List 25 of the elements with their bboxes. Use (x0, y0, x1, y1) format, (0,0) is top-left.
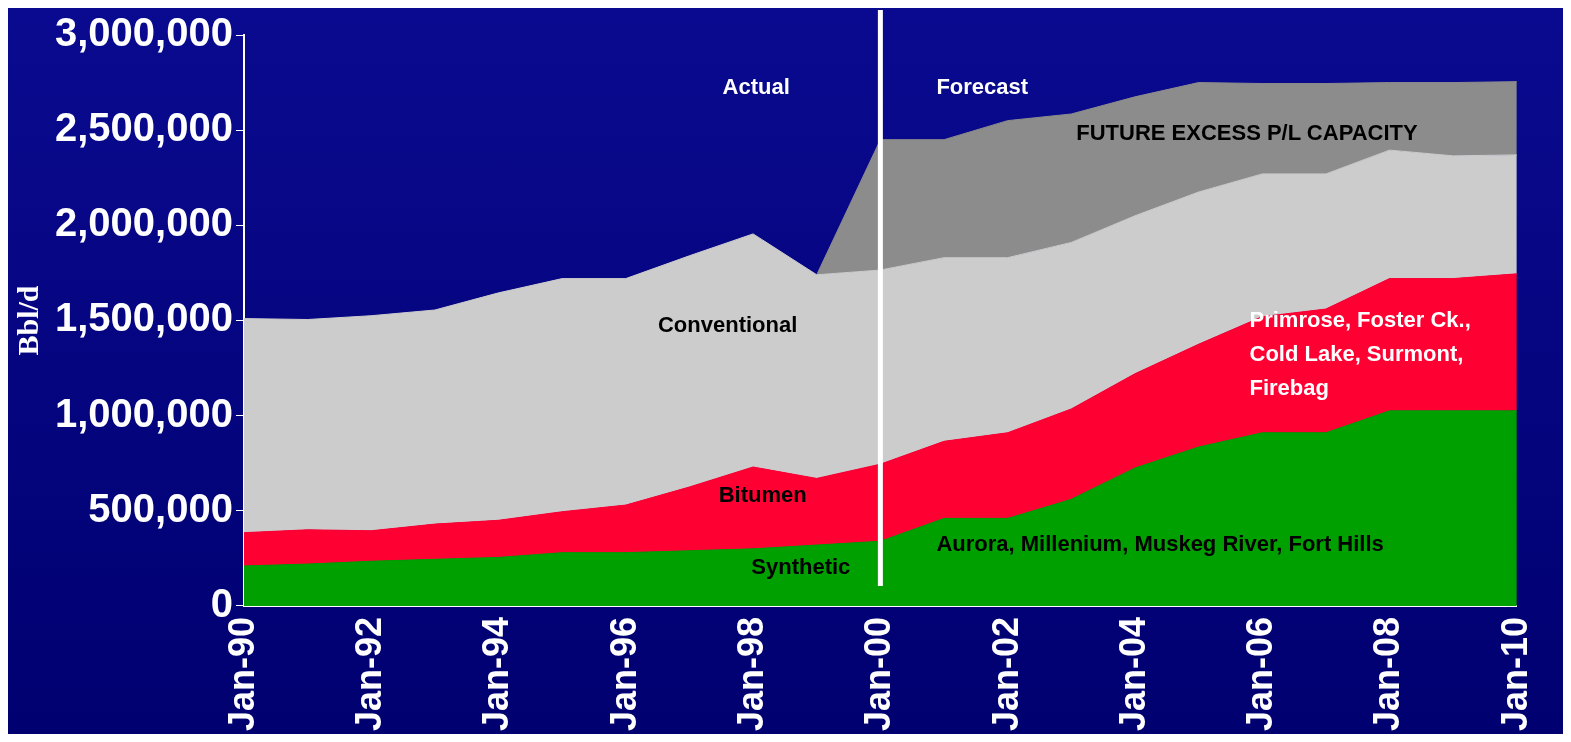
x-tick-label: Jan-94 (475, 616, 517, 732)
y-tick-label: 3,000,000 (55, 10, 233, 55)
x-tick-label: Jan-98 (730, 616, 772, 732)
x-tick-label: Jan-96 (602, 616, 644, 732)
y-tick-label: 2,000,000 (55, 200, 233, 245)
series-label: Bitumen (718, 481, 807, 507)
y-tick-label: 1,500,000 (55, 295, 233, 340)
series-label: Conventional (657, 311, 798, 337)
annotation: Forecast (936, 74, 1029, 100)
x-tick-label: Jan-10 (1493, 616, 1535, 732)
y-tick-label: 500,000 (88, 485, 233, 530)
x-tick-label: Jan-06 (1239, 616, 1281, 732)
x-tick-label: Jan-00 (857, 616, 899, 732)
x-tick-label: Jan-02 (984, 616, 1026, 732)
annotation: Primrose, Foster Ck., Cold Lake, Surmont, Firebag (1249, 306, 1471, 400)
y-axis-title: Bbl/d (10, 285, 44, 356)
x-tick-label: Jan-04 (1111, 616, 1153, 732)
series-label: Synthetic (751, 553, 851, 579)
x-tick-label: Jan-08 (1366, 616, 1408, 732)
annotation: Actual (722, 74, 790, 100)
y-tick-label: 2,500,000 (55, 105, 233, 150)
x-tick-label: Jan-92 (348, 616, 390, 732)
y-tick-label: 1,000,000 (55, 390, 233, 435)
annotation: Aurora, Millenium, Muskeg River, Fort Hills (936, 531, 1384, 557)
series-label: FUTURE EXCESS P/L CAPACITY (1076, 119, 1419, 145)
